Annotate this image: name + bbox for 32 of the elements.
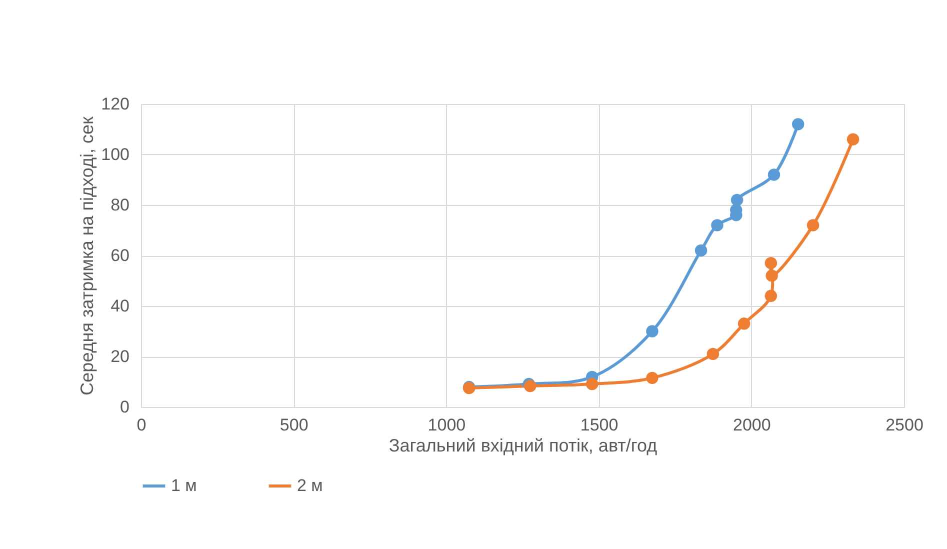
- y-tick-label: 40: [110, 296, 130, 316]
- x-tick-label: 500: [280, 416, 308, 434]
- x-tick-label: 0: [136, 416, 146, 434]
- point: [792, 118, 804, 130]
- x-tick-label: 2000: [732, 416, 771, 434]
- x-axis-title: Загальний вхідний потік, авт/год: [388, 436, 658, 456]
- point: [586, 378, 598, 390]
- legend-label: 1 м: [171, 476, 197, 495]
- y-axis-title: Середня затримка на підході, сек: [77, 116, 98, 396]
- point: [646, 372, 658, 384]
- point: [646, 325, 658, 338]
- x-tick-label: 2500: [886, 416, 924, 434]
- x-tick-label: 1000: [428, 416, 466, 434]
- legend-label: 2 м: [297, 476, 323, 495]
- y-tick-label: 120: [101, 94, 130, 114]
- y-tick-label: 80: [110, 196, 130, 214]
- y-tick-label: 60: [110, 246, 130, 265]
- point: [738, 318, 750, 330]
- point: [711, 219, 724, 232]
- point: [694, 244, 708, 257]
- point: [768, 168, 780, 181]
- point: [764, 290, 778, 302]
- y-tick-label: 20: [110, 347, 130, 366]
- point: [806, 219, 820, 232]
- point: [706, 348, 720, 360]
- point: [730, 194, 744, 206]
- y-tick-label: 0: [120, 398, 130, 416]
- y-tick-label: 100: [101, 145, 130, 164]
- point: [846, 133, 860, 146]
- point: [766, 270, 778, 282]
- point: [764, 256, 778, 270]
- x-tick-label: 1500: [580, 416, 618, 434]
